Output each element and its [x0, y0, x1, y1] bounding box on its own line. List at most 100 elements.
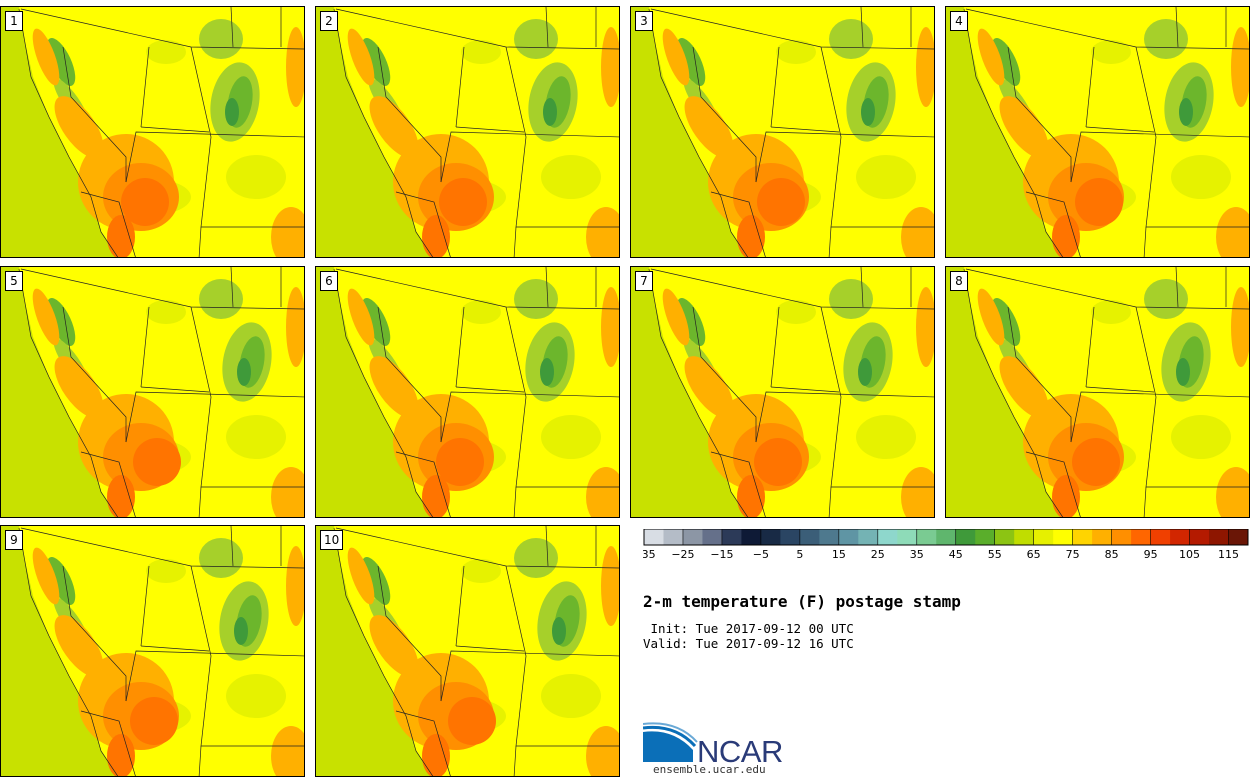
state-borders — [333, 267, 619, 517]
init-time: Init: Tue 2017-09-12 00 UTC — [643, 621, 854, 636]
colorbar-tick-label: 45 — [949, 548, 963, 561]
member-label: 10 — [320, 530, 344, 550]
member-label: 5 — [5, 271, 23, 291]
mild-region — [226, 155, 286, 199]
hot-region — [422, 734, 450, 776]
border-line — [140, 306, 150, 388]
border-line — [505, 306, 619, 488]
border-line — [1070, 131, 1249, 183]
cool-region — [514, 279, 558, 319]
colorbar-swatch — [1072, 529, 1093, 545]
border-line — [820, 46, 934, 228]
hot-region — [1052, 475, 1080, 517]
warm-region — [977, 28, 1005, 86]
state-borders — [18, 7, 304, 257]
border-line — [513, 486, 517, 517]
cool-region — [199, 19, 243, 59]
border-line — [860, 267, 864, 308]
mild-region — [461, 40, 501, 64]
member-label: 3 — [635, 11, 653, 31]
border-line — [230, 267, 234, 308]
border-line — [455, 386, 525, 393]
mild-region — [146, 559, 186, 583]
colorbar-tick-label: 65 — [1027, 548, 1041, 561]
border-line — [1025, 451, 1081, 517]
border-line — [755, 131, 934, 183]
colorbar-swatch — [975, 529, 996, 545]
mountain-region — [543, 98, 557, 126]
mild-region — [146, 300, 186, 324]
colorbar-tick-label: 55 — [988, 548, 1002, 561]
border-line — [513, 745, 517, 776]
member-map — [946, 267, 1249, 517]
member-map — [316, 7, 619, 257]
cool-region — [991, 298, 1021, 346]
state-borders — [648, 267, 934, 517]
colorbar-swatch — [1092, 529, 1113, 545]
valid-time: Valid: Tue 2017-09-12 16 UTC — [643, 636, 854, 651]
border-line — [140, 645, 210, 652]
member-map — [631, 7, 934, 257]
border-line — [198, 226, 202, 257]
member-map — [316, 526, 619, 776]
border-line — [770, 46, 780, 128]
border-line — [80, 451, 136, 517]
border-line — [62, 46, 127, 182]
colorbar-swatch — [838, 529, 859, 545]
border-line — [440, 131, 619, 183]
cool-region — [514, 538, 558, 578]
colorbar-swatch — [877, 529, 898, 545]
member-panel-1: 1 — [0, 6, 305, 258]
warm-region — [662, 288, 690, 346]
border-line — [505, 46, 619, 228]
warm-region — [347, 288, 375, 346]
warm-region — [601, 287, 619, 367]
cool-region — [199, 538, 243, 578]
colorbar-swatch — [741, 529, 762, 545]
colorbar-swatch — [682, 529, 703, 545]
border-line — [1135, 306, 1249, 488]
border-line — [545, 267, 549, 308]
warm-region — [901, 207, 934, 257]
colorbar-swatch — [1131, 529, 1152, 545]
member-map — [631, 267, 934, 517]
colorbar-tick-label: −5 — [753, 548, 769, 561]
cool-region — [829, 19, 873, 59]
warm-region — [684, 96, 734, 158]
warm-region — [586, 207, 619, 257]
cool-region — [676, 298, 706, 346]
mountain-region — [237, 358, 251, 386]
member-map — [316, 267, 619, 517]
state-borders — [333, 526, 619, 776]
warm-region — [54, 96, 104, 158]
border-line — [1085, 126, 1155, 133]
border-line — [377, 46, 442, 182]
member-map — [1, 7, 304, 257]
hot-region — [121, 178, 169, 226]
hot-region — [133, 438, 181, 486]
warm-region — [1231, 287, 1249, 367]
cool-region — [46, 557, 76, 605]
mild-region — [1091, 300, 1131, 324]
member-label: 7 — [635, 271, 653, 291]
member-panel-3: 3 — [630, 6, 935, 258]
hot-region — [1052, 215, 1080, 257]
colorbar-tick-label: 105 — [1179, 548, 1200, 561]
member-panel-2: 2 — [315, 6, 620, 258]
cool-region — [514, 19, 558, 59]
state-borders — [648, 7, 934, 257]
border-line — [80, 191, 136, 257]
border-line — [692, 46, 757, 182]
border-line — [140, 565, 150, 647]
cool-region — [676, 38, 706, 86]
member-label: 2 — [320, 11, 338, 31]
border-line — [455, 645, 525, 652]
hot-region — [107, 215, 135, 257]
colorbar-tick-label: 115 — [1218, 548, 1239, 561]
mild-region — [226, 415, 286, 459]
border-line — [710, 451, 766, 517]
warm-region — [32, 28, 60, 86]
temperature-colorbar: −35 −25 −15 −5 5 15 25 35 45 55 65 75 85 95 105 115 — [643, 529, 1249, 561]
border-line — [125, 391, 304, 443]
border-line — [1085, 46, 1095, 128]
